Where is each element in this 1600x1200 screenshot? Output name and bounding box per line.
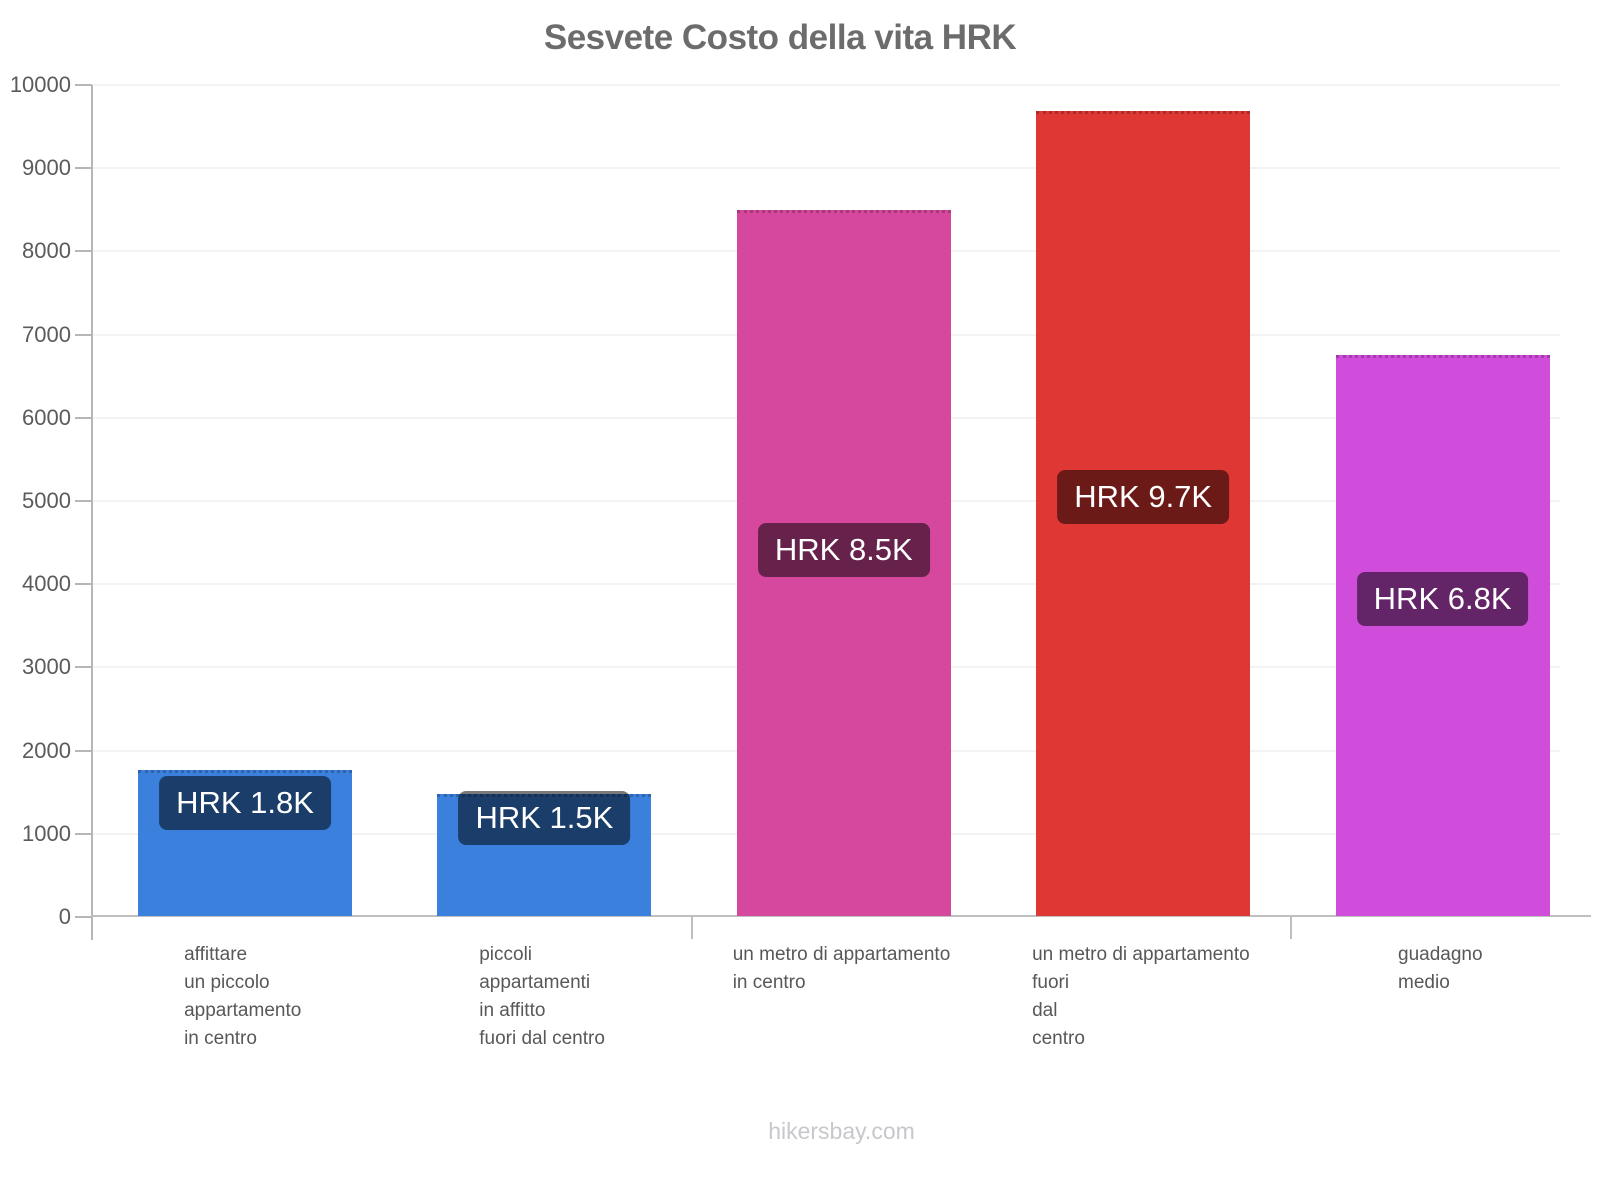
y-axis-tick-label: 0 <box>58 904 71 929</box>
x-axis-category-tick <box>1289 917 1292 939</box>
y-axis-tick <box>75 84 92 86</box>
x-axis-category-label: un metro di appartamento fuori dal centro <box>991 941 1290 1053</box>
x-axis-baseline <box>91 915 1591 917</box>
x-axis-category-label: piccoli appartamenti in affitto fuori dal c… <box>392 941 691 1053</box>
y-axis-tick <box>75 749 92 752</box>
x-axis-category-tick <box>690 917 693 939</box>
bar <box>1335 354 1550 916</box>
bar-value-label: HRK 9.7K <box>1057 469 1230 524</box>
x-axis-category-label-text: un metro di appartamento fuori dal centro <box>1032 944 1250 1049</box>
y-axis-tick-label: 7000 <box>22 321 71 347</box>
y-axis-tick <box>75 333 92 336</box>
bar-value-label: HRK 1.8K <box>159 775 331 830</box>
y-axis-tick <box>75 666 92 669</box>
gridline <box>93 84 1560 86</box>
y-axis-tick <box>75 500 92 502</box>
x-axis-category-label-text: affittare un piccolo appartamento in centro <box>184 944 302 1049</box>
x-axis-category-label-text: guadagno medio <box>1398 944 1483 993</box>
x-axis-category-label-text: un metro di appartamento in centro <box>732 944 951 993</box>
y-axis-tick <box>75 832 92 835</box>
x-axis-category-label: affittare un piccolo appartamento in centro <box>93 941 392 1053</box>
y-axis-tick-label: 5000 <box>22 488 71 513</box>
y-axis-tick-label: 10000 <box>9 72 71 97</box>
y-axis-tick <box>75 583 92 586</box>
y-axis-line <box>91 85 93 940</box>
gridline <box>93 167 1560 170</box>
y-axis-tick <box>75 250 92 253</box>
y-axis-tick <box>75 167 92 170</box>
y-axis-tick-label: 3000 <box>22 654 71 680</box>
y-axis-tick-label: 4000 <box>22 571 71 597</box>
bar-value-label: HRK 8.5K <box>757 522 930 577</box>
footer-watermark: hikersbay.com <box>768 1118 915 1144</box>
bar-value-label: HRK 6.8K <box>1356 571 1529 626</box>
y-axis-tick-label: 2000 <box>22 737 71 763</box>
chart-title: Sesvete Costo della vita HRK <box>543 18 1017 57</box>
y-axis-tick-label: 6000 <box>22 404 71 430</box>
y-axis-tick-label: 8000 <box>22 238 71 264</box>
x-axis-category-label-text: piccoli appartamenti in affitto fuori dal c… <box>479 944 605 1049</box>
plot-area: 0 1000 2000 3000 4000 5000 6000 7000 8000 9000 100… <box>10 72 1591 1049</box>
x-axis-category-label: guadagno medio <box>1291 941 1590 997</box>
y-axis-tick-label: 1000 <box>22 820 71 846</box>
x-axis-category-label: un metro di appartamento in centro <box>692 941 991 997</box>
y-axis-tick <box>75 916 92 918</box>
y-axis-tick-label: 9000 <box>22 155 71 181</box>
y-axis-tick <box>75 416 92 419</box>
bar-value-label: HRK 1.5K <box>458 790 631 845</box>
